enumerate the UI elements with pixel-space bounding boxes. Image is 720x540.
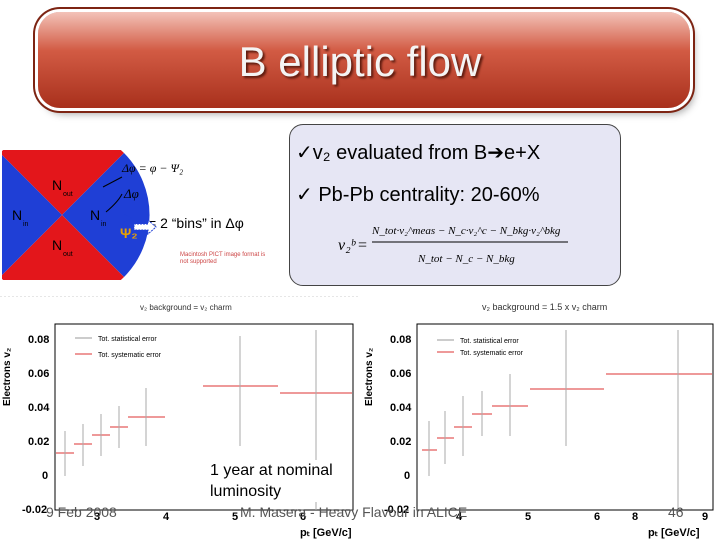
bullet-v2-source: ✓v₂ evaluated from B➔e+X — [296, 142, 541, 164]
plot-left-ytick: 0.02 — [28, 436, 49, 448]
n-out-bottom: N — [52, 237, 62, 253]
svg-text:out: out — [63, 251, 73, 258]
plot-right-xlabel: pₜ [GeV/c] — [648, 527, 700, 539]
n-in-left: N — [12, 207, 22, 223]
plot-right-xtick: 5 — [525, 511, 531, 523]
luminosity-callout: 1 year at nominal luminosity — [210, 460, 333, 502]
dphi-definition: Δφ = φ − Ψ₂ — [121, 161, 183, 175]
plot-left-legend-syst: Tot. systematic error — [98, 352, 162, 359]
svg-text:in: in — [23, 221, 29, 228]
plot-right-xtick: 4 — [456, 511, 463, 523]
callout-line1: 1 year at nominal — [210, 462, 333, 479]
info-box — [289, 124, 621, 286]
plot-right-ytick: 0.02 — [390, 436, 411, 448]
plot-left-ytick: 0.06 — [28, 368, 49, 380]
plot-right-ylabel: Electrons v₂ — [364, 348, 375, 406]
plot-left-ylabel: Electrons v₂ — [2, 348, 13, 406]
plot-left-ytick: 0 — [42, 470, 48, 482]
plot-right-xtick: 8 — [632, 511, 638, 523]
footer-date: 9 Feb 2008 — [46, 504, 117, 520]
pict-unsupported-notice: Macintosh PICT image format is not suppo… — [180, 252, 266, 265]
reaction-plane-svg: N out N in N in N out Δφ = φ − Ψ₂ Δφ Ψ₂ … — [0, 150, 244, 280]
formula: v₂ᵇ = N_tot·v₂^meas − N_c·v₂^c − N_bkg·v… — [338, 225, 568, 265]
callout-line2: luminosity — [210, 483, 282, 500]
plot-left-ytick: 0.08 — [28, 334, 49, 346]
formula-lhs: v₂ᵇ — [338, 237, 357, 254]
plot-right-xtick: 9 — [702, 511, 708, 523]
svg-text:=: = — [358, 237, 367, 254]
plot-left-ytick: -0.02 — [22, 504, 47, 516]
plot-right-ytick: -0.02 — [384, 504, 409, 516]
plot-left-title: v₂ background = v₂ charm — [140, 303, 232, 312]
svg-text:in: in — [101, 221, 107, 228]
dphi-label: Δφ — [123, 186, 139, 201]
plot-left-xtick: 4 — [163, 511, 170, 523]
formula-denominator: N_tot − N_c − N_bkg — [417, 253, 515, 265]
plot-right-legend-syst: Tot. systematic error — [460, 350, 524, 357]
plot-right: v₂ background = 1.5 x v₂ charm Electrons… — [362, 296, 720, 540]
plot-right-xtick: 6 — [594, 511, 600, 523]
plot-left-xlabel: pₜ [GeV/c] — [300, 527, 352, 539]
n-in-right: N — [90, 207, 100, 223]
plot-right-ytick: 0 — [404, 470, 410, 482]
plot-left-ytick: 0.04 — [28, 402, 50, 414]
plot-right-title: v₂ background = 1.5 x v₂ charm — [482, 302, 607, 312]
slide-title: B elliptic flow — [238, 38, 482, 85]
bins-label: = 2 “bins” in Δφ — [148, 215, 244, 231]
plot-left-xtick: 5 — [232, 511, 238, 523]
plot-left-xtick: 3 — [94, 511, 100, 523]
plot-right-ytick: 0.06 — [390, 368, 411, 380]
bullet-centrality: ✓ Pb-Pb centrality: 20-60% — [296, 184, 540, 206]
svg-text:out: out — [63, 191, 73, 198]
plot-left-legend-stat: Tot. statistical error — [98, 336, 157, 343]
plot-right-ytick: 0.08 — [390, 334, 411, 346]
footer-author: M. Masera - Heavy Flavour in ALICE — [240, 504, 468, 520]
title-banner — [38, 12, 690, 108]
footer-page-number: 46 — [668, 504, 684, 520]
psi2-label: Ψ₂ — [120, 225, 138, 241]
formula-numerator: N_tot·v₂^meas − N_c·v₂^c − N_bkg·v₂^bkg — [371, 225, 561, 237]
plot-left-xtick: 6 — [300, 511, 306, 523]
plot-right-legend-stat: Tot. statistical error — [460, 338, 519, 345]
n-out-top: N — [52, 177, 62, 193]
plot-right-ytick: 0.04 — [390, 402, 412, 414]
